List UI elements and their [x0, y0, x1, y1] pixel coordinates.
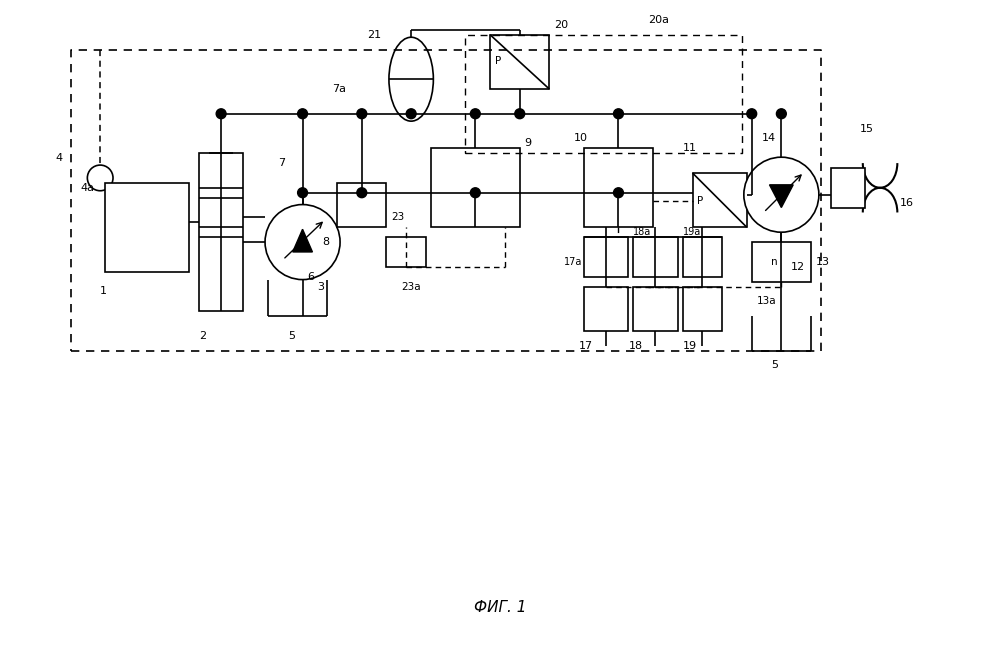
- Circle shape: [470, 109, 480, 118]
- Bar: [831, 168, 865, 208]
- Text: 6: 6: [307, 271, 314, 282]
- Text: 19a: 19a: [683, 227, 701, 237]
- Text: 23: 23: [391, 212, 405, 223]
- Text: 5: 5: [771, 361, 778, 370]
- Bar: [386, 237, 426, 267]
- Text: P: P: [495, 57, 501, 66]
- Circle shape: [470, 187, 480, 198]
- Bar: [584, 237, 628, 277]
- Bar: [337, 183, 386, 227]
- Bar: [633, 237, 678, 277]
- Text: 4a: 4a: [80, 183, 94, 193]
- Circle shape: [614, 187, 623, 198]
- Text: 4: 4: [56, 153, 63, 163]
- Text: 10: 10: [574, 133, 588, 143]
- Bar: [633, 286, 678, 331]
- Text: 5: 5: [288, 331, 295, 341]
- Bar: [199, 153, 243, 311]
- Text: 18a: 18a: [633, 227, 652, 237]
- Text: 1: 1: [100, 286, 107, 296]
- Polygon shape: [770, 185, 793, 208]
- Text: 20a: 20a: [648, 15, 669, 25]
- Circle shape: [357, 109, 367, 118]
- Text: 21: 21: [367, 30, 381, 40]
- Bar: [683, 237, 722, 277]
- Circle shape: [87, 165, 113, 191]
- Circle shape: [298, 109, 307, 118]
- Text: P: P: [697, 195, 704, 206]
- Text: 17: 17: [579, 340, 593, 351]
- Circle shape: [614, 109, 623, 118]
- Text: 16: 16: [900, 198, 914, 208]
- Text: 7a: 7a: [332, 84, 346, 94]
- Ellipse shape: [389, 37, 433, 121]
- Circle shape: [515, 109, 525, 118]
- Text: 17a: 17a: [564, 257, 583, 267]
- Text: 8: 8: [322, 237, 329, 247]
- Text: 14: 14: [762, 133, 776, 143]
- Bar: [683, 286, 722, 331]
- Text: 13a: 13a: [757, 296, 776, 307]
- Text: 9: 9: [525, 139, 532, 148]
- Polygon shape: [293, 229, 312, 252]
- Text: 3: 3: [317, 281, 324, 292]
- Circle shape: [265, 204, 340, 279]
- Text: 2: 2: [199, 331, 206, 341]
- Circle shape: [744, 157, 819, 232]
- Text: 13: 13: [816, 257, 830, 267]
- Bar: [584, 286, 628, 331]
- Text: 15: 15: [860, 124, 874, 133]
- Bar: [431, 148, 520, 227]
- Circle shape: [298, 187, 307, 198]
- Text: 11: 11: [683, 143, 697, 153]
- Text: 20: 20: [554, 20, 568, 30]
- Bar: [584, 148, 653, 227]
- Text: 19: 19: [683, 340, 697, 351]
- Circle shape: [406, 109, 416, 118]
- Text: 12: 12: [791, 262, 805, 271]
- Bar: [490, 35, 549, 89]
- Text: 18: 18: [628, 340, 642, 351]
- Text: 23a: 23a: [401, 281, 421, 292]
- Circle shape: [216, 109, 226, 118]
- Text: n: n: [771, 257, 778, 267]
- Circle shape: [776, 109, 786, 118]
- Bar: [105, 183, 189, 271]
- Text: ФИГ. 1: ФИГ. 1: [474, 600, 526, 615]
- Text: 7: 7: [278, 158, 285, 168]
- Circle shape: [747, 109, 757, 118]
- Bar: [752, 242, 811, 282]
- Circle shape: [357, 187, 367, 198]
- Bar: [693, 173, 747, 227]
